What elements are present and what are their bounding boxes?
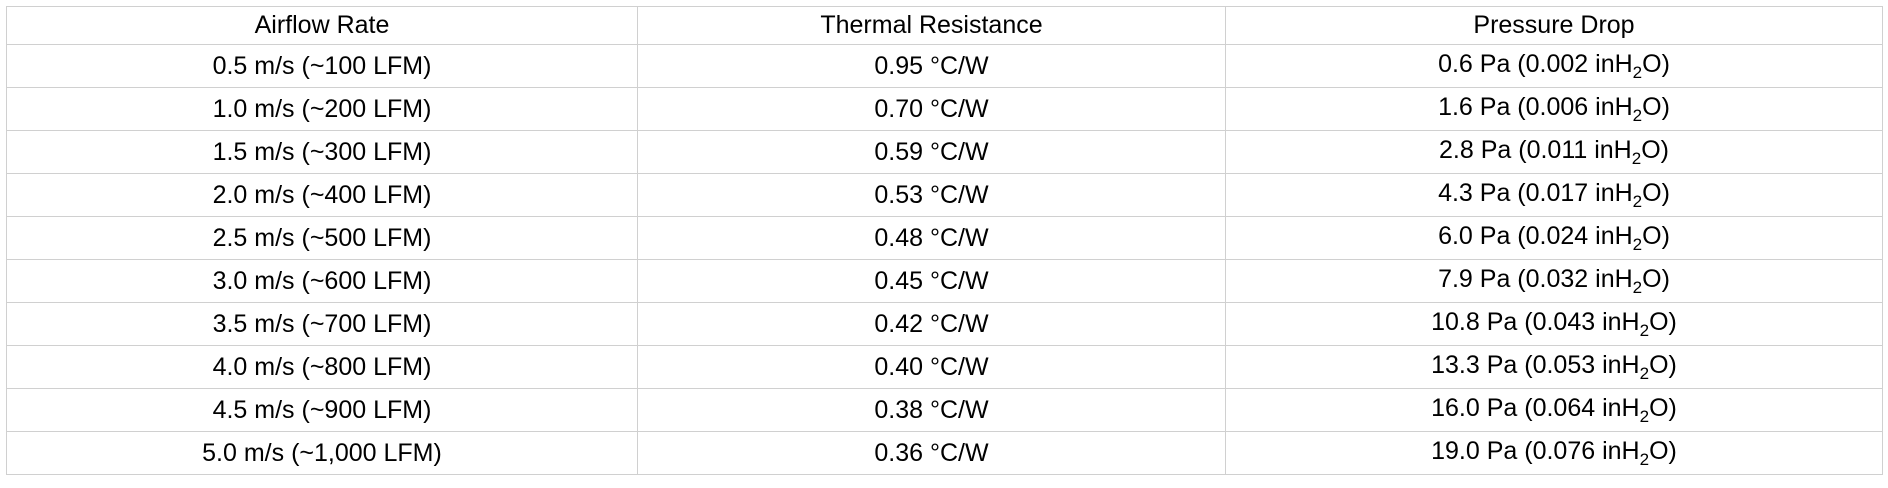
pressure-unit-tail: O)	[1642, 49, 1670, 78]
airflow-performance-table: Airflow Rate Thermal Resistance Pressure…	[6, 6, 1883, 475]
pressure-drop-value: 2.8 Pa (0.011 inH	[1439, 135, 1632, 164]
cell-pressure-drop: 13.3 Pa (0.053 inH2O)	[1225, 345, 1883, 389]
cell-pressure-drop: 4.3 Pa (0.017 inH2O)	[1225, 173, 1883, 217]
table-container: Airflow Rate Thermal Resistance Pressure…	[6, 6, 1883, 475]
cell-thermal-resistance: 0.36 °C/W	[637, 431, 1226, 475]
pressure-unit-tail: O)	[1649, 350, 1677, 379]
cell-thermal-resistance: 0.53 °C/W	[637, 173, 1226, 217]
cell-thermal-resistance: 0.95 °C/W	[637, 44, 1226, 88]
cell-pressure-drop: 10.8 Pa (0.043 inH2O)	[1225, 302, 1883, 346]
pressure-drop-value: 16.0 Pa (0.064 inH	[1431, 393, 1640, 422]
pressure-unit-subscript: 2	[1632, 277, 1643, 297]
pressure-drop-value: 10.8 Pa (0.043 inH	[1431, 307, 1640, 336]
pressure-drop-value: 13.3 Pa (0.053 inH	[1431, 350, 1640, 379]
pressure-drop-value: 6.0 Pa (0.024 inH	[1438, 221, 1633, 250]
cell-thermal-resistance: 0.38 °C/W	[637, 388, 1226, 432]
table-row: 2.0 m/s (~400 LFM) 0.53 °C/W 4.3 Pa (0.017…	[6, 173, 1883, 217]
pressure-unit-subscript: 2	[1632, 62, 1643, 82]
table-header: Airflow Rate Thermal Resistance Pressure…	[6, 6, 1883, 45]
cell-airflow-rate: 3.5 m/s (~700 LFM)	[6, 302, 638, 346]
pressure-drop-value: 1.6 Pa (0.006 inH	[1438, 92, 1633, 121]
cell-airflow-rate: 1.5 m/s (~300 LFM)	[6, 130, 638, 174]
table-row: 1.0 m/s (~200 LFM) 0.70 °C/W 1.6 Pa (0.006…	[6, 87, 1883, 131]
pressure-drop-value: 0.6 Pa (0.002 inH	[1438, 49, 1633, 78]
pressure-unit-tail: O)	[1642, 221, 1670, 250]
pressure-unit-tail: O)	[1649, 436, 1677, 465]
cell-pressure-drop: 0.6 Pa (0.002 inH2O)	[1225, 44, 1883, 88]
cell-pressure-drop: 19.0 Pa (0.076 inH2O)	[1225, 431, 1883, 475]
pressure-unit-tail: O)	[1642, 264, 1670, 293]
cell-airflow-rate: 4.5 m/s (~900 LFM)	[6, 388, 638, 432]
table-row: 5.0 m/s (~1,000 LFM) 0.36 °C/W 19.0 Pa (0.…	[6, 431, 1883, 475]
cell-thermal-resistance: 0.45 °C/W	[637, 259, 1226, 303]
pressure-unit-subscript: 2	[1639, 320, 1650, 340]
header-pressure-drop: Pressure Drop	[1225, 6, 1883, 45]
table-row: 3.0 m/s (~600 LFM) 0.45 °C/W 7.9 Pa (0.032…	[6, 259, 1883, 303]
table-row: 1.5 m/s (~300 LFM) 0.59 °C/W 2.8 Pa (0.011…	[6, 130, 1883, 174]
cell-pressure-drop: 7.9 Pa (0.032 inH2O)	[1225, 259, 1883, 303]
header-row: Airflow Rate Thermal Resistance Pressure…	[6, 6, 1883, 45]
pressure-drop-value: 4.3 Pa (0.017 inH	[1438, 178, 1633, 207]
pressure-unit-subscript: 2	[1639, 406, 1650, 426]
header-thermal-resistance: Thermal Resistance	[637, 6, 1226, 45]
cell-airflow-rate: 2.0 m/s (~400 LFM)	[6, 173, 638, 217]
cell-pressure-drop: 1.6 Pa (0.006 inH2O)	[1225, 87, 1883, 131]
pressure-unit-subscript: 2	[1639, 363, 1650, 383]
pressure-unit-tail: O)	[1649, 307, 1677, 336]
cell-airflow-rate: 3.0 m/s (~600 LFM)	[6, 259, 638, 303]
cell-airflow-rate: 5.0 m/s (~1,000 LFM)	[6, 431, 638, 475]
pressure-drop-value: 7.9 Pa (0.032 inH	[1438, 264, 1633, 293]
header-airflow-rate: Airflow Rate	[6, 6, 638, 45]
pressure-unit-subscript: 2	[1631, 148, 1642, 168]
table-row: 2.5 m/s (~500 LFM) 0.48 °C/W 6.0 Pa (0.024…	[6, 216, 1883, 260]
cell-airflow-rate: 1.0 m/s (~200 LFM)	[6, 87, 638, 131]
table-row: 4.5 m/s (~900 LFM) 0.38 °C/W 16.0 Pa (0.06…	[6, 388, 1883, 432]
cell-thermal-resistance: 0.40 °C/W	[637, 345, 1226, 389]
table-row: 0.5 m/s (~100 LFM) 0.95 °C/W 0.6 Pa (0.002…	[6, 44, 1883, 88]
cell-thermal-resistance: 0.42 °C/W	[637, 302, 1226, 346]
pressure-unit-subscript: 2	[1632, 234, 1643, 254]
cell-pressure-drop: 16.0 Pa (0.064 inH2O)	[1225, 388, 1883, 432]
cell-thermal-resistance: 0.70 °C/W	[637, 87, 1226, 131]
table-body: 0.5 m/s (~100 LFM) 0.95 °C/W 0.6 Pa (0.002…	[6, 44, 1883, 475]
pressure-unit-subscript: 2	[1632, 191, 1643, 211]
cell-thermal-resistance: 0.59 °C/W	[637, 130, 1226, 174]
pressure-unit-tail: O)	[1649, 393, 1677, 422]
pressure-unit-tail: O)	[1641, 135, 1669, 164]
table-row: 3.5 m/s (~700 LFM) 0.42 °C/W 10.8 Pa (0.04…	[6, 302, 1883, 346]
pressure-unit-subscript: 2	[1632, 105, 1643, 125]
pressure-drop-value: 19.0 Pa (0.076 inH	[1431, 436, 1640, 465]
pressure-unit-subscript: 2	[1639, 449, 1650, 469]
cell-pressure-drop: 6.0 Pa (0.024 inH2O)	[1225, 216, 1883, 260]
cell-airflow-rate: 4.0 m/s (~800 LFM)	[6, 345, 638, 389]
table-row: 4.0 m/s (~800 LFM) 0.40 °C/W 13.3 Pa (0.05…	[6, 345, 1883, 389]
cell-airflow-rate: 2.5 m/s (~500 LFM)	[6, 216, 638, 260]
cell-pressure-drop: 2.8 Pa (0.011 inH2O)	[1225, 130, 1883, 174]
cell-airflow-rate: 0.5 m/s (~100 LFM)	[6, 44, 638, 88]
pressure-unit-tail: O)	[1642, 92, 1670, 121]
pressure-unit-tail: O)	[1642, 178, 1670, 207]
cell-thermal-resistance: 0.48 °C/W	[637, 216, 1226, 260]
